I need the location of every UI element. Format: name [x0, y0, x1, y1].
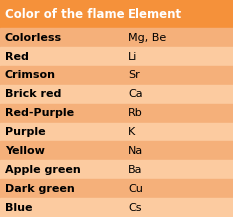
Bar: [0, 28, 233, 47]
Bar: [0, 47, 233, 66]
Text: Purple: Purple: [5, 127, 45, 137]
Bar: [0, 0, 233, 28]
Bar: [0, 66, 233, 85]
Bar: [0, 179, 233, 198]
Text: Ca: Ca: [128, 89, 143, 99]
Text: Apple green: Apple green: [5, 165, 80, 175]
Text: Na: Na: [128, 146, 143, 156]
Text: Ba: Ba: [128, 165, 143, 175]
Text: Li: Li: [128, 51, 137, 62]
Text: Cs: Cs: [128, 202, 142, 213]
Bar: [0, 85, 233, 104]
Text: Blue: Blue: [5, 202, 32, 213]
Text: Sr: Sr: [128, 70, 140, 81]
Text: Color of the flame: Color of the flame: [5, 8, 124, 21]
Bar: [0, 198, 233, 217]
Text: Crimson: Crimson: [5, 70, 56, 81]
Text: Yellow: Yellow: [5, 146, 45, 156]
Bar: [0, 123, 233, 141]
Text: Rb: Rb: [128, 108, 143, 118]
Bar: [0, 141, 233, 160]
Bar: [0, 160, 233, 179]
Text: Red-Purple: Red-Purple: [5, 108, 74, 118]
Bar: [0, 104, 233, 123]
Text: Red: Red: [5, 51, 28, 62]
Text: K: K: [128, 127, 135, 137]
Text: Mg, Be: Mg, Be: [128, 33, 166, 43]
Text: Colorless: Colorless: [5, 33, 62, 43]
Text: Brick red: Brick red: [5, 89, 61, 99]
Text: Element: Element: [128, 8, 182, 21]
Text: Cu: Cu: [128, 184, 143, 194]
Text: Dark green: Dark green: [5, 184, 74, 194]
